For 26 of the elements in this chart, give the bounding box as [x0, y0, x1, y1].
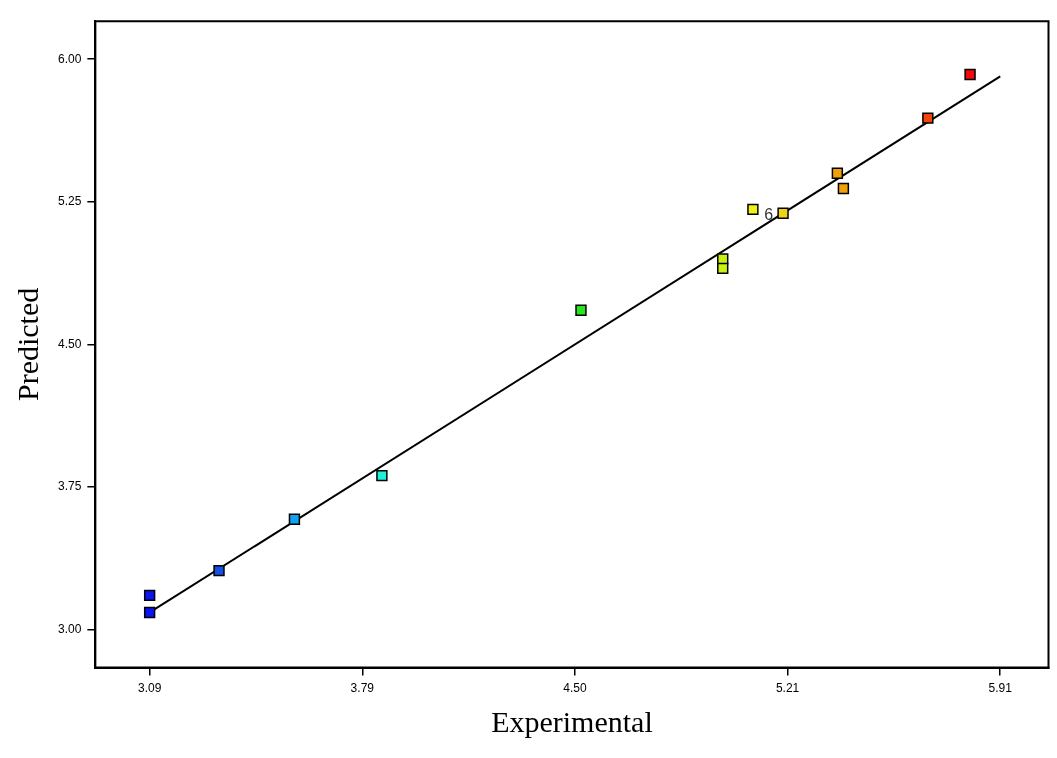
point — [837, 182, 850, 195]
point — [143, 589, 156, 602]
point — [777, 207, 789, 219]
y-tick-label: 4.50 — [58, 336, 82, 351]
y-tick-label: 6.00 — [58, 51, 82, 66]
y-tick-label: 3.75 — [58, 479, 82, 494]
y-axis-title: Predicted — [10, 287, 44, 402]
point — [213, 564, 225, 577]
y-tick-label: 3.00 — [58, 621, 82, 636]
point — [747, 203, 759, 216]
x-axis-title: Experimental — [491, 704, 653, 738]
y-tick-label: 5.25 — [58, 194, 82, 209]
point — [717, 262, 729, 275]
point — [575, 304, 587, 316]
annotation: 6 — [764, 205, 774, 223]
point — [288, 513, 301, 526]
point — [376, 469, 388, 482]
x-tick-label: 3.09 — [137, 681, 162, 696]
point — [922, 112, 934, 124]
point — [143, 606, 156, 619]
x-tick-label: 5.91 — [988, 681, 1013, 696]
x-tick-label: 5.21 — [775, 681, 800, 696]
point — [964, 68, 976, 81]
x-tick-label: 4.50 — [563, 681, 587, 696]
point — [831, 167, 844, 179]
x-tick-label: 3.79 — [350, 681, 375, 696]
